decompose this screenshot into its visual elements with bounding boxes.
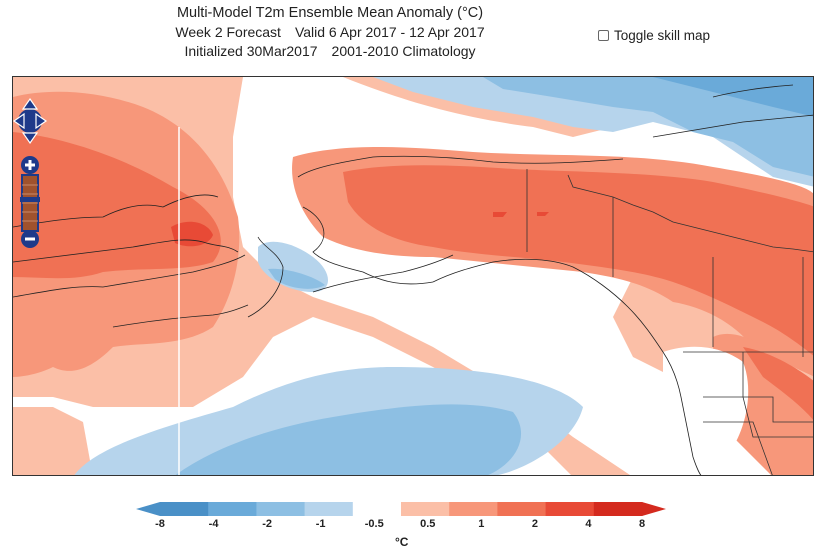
legend-cells bbox=[160, 502, 643, 516]
anomaly-field-warm-siberia-core bbox=[13, 132, 221, 279]
coastline-siberia-south bbox=[13, 254, 246, 298]
coastline-arctic-archipelago bbox=[652, 114, 813, 138]
legend-tick-label: 1 bbox=[478, 518, 485, 530]
legend-cell bbox=[304, 502, 354, 516]
coastline-siberia-mid bbox=[13, 239, 239, 263]
color-legend-bar bbox=[136, 502, 666, 516]
anomaly-field-warm-alaska-core bbox=[343, 165, 813, 356]
border-us-states-north bbox=[742, 352, 813, 423]
zoom-slider-handle[interactable] bbox=[20, 197, 40, 202]
anomaly-field-warm-west-us-core bbox=[743, 347, 813, 420]
pan-right-icon[interactable] bbox=[35, 112, 48, 130]
legend-tick-label: -1 bbox=[315, 518, 326, 530]
map-navigation-svg bbox=[12, 97, 48, 248]
map-subtitle-init: Initialized 30Mar2017 2001-2010 Climatolo… bbox=[120, 42, 540, 61]
border-california-nevada bbox=[703, 421, 773, 475]
legend-tick-label: 0.5 bbox=[420, 518, 436, 530]
anomaly-map-canvas bbox=[13, 77, 813, 475]
legend-cell bbox=[160, 502, 209, 516]
coastline-siberia-north bbox=[13, 194, 219, 228]
pan-arrows-icon[interactable] bbox=[12, 97, 48, 145]
plus-icon[interactable] bbox=[21, 156, 39, 174]
pan-up-icon[interactable] bbox=[21, 97, 39, 110]
legend-cell bbox=[545, 502, 595, 516]
pan-down-icon[interactable] bbox=[21, 132, 39, 145]
toggle-skill-map-checkbox[interactable] bbox=[598, 30, 609, 41]
coastline-aleutians bbox=[312, 254, 454, 293]
legend-tick-label: -2 bbox=[262, 518, 272, 530]
legend-cell bbox=[449, 502, 498, 516]
border-territories bbox=[567, 174, 813, 253]
legend-arrow-cold bbox=[136, 502, 160, 516]
political-borders bbox=[526, 169, 813, 475]
legend-tick-label: 2 bbox=[531, 518, 538, 530]
legend-cell bbox=[497, 502, 547, 516]
toggle-skill-map-label[interactable]: Toggle skill map bbox=[614, 28, 711, 43]
climatology-label: 2001-2010 Climatology bbox=[331, 43, 476, 59]
map-title: Multi-Model T2m Ensemble Mean Anomaly (°… bbox=[176, 5, 484, 21]
legend-cell bbox=[593, 502, 643, 516]
legend-unit: °C bbox=[395, 535, 409, 549]
anomaly-field-cold-north-core bbox=[483, 77, 813, 177]
coastline-arctic-islands bbox=[712, 84, 794, 98]
legend-cell bbox=[208, 502, 257, 516]
minus-icon[interactable] bbox=[21, 230, 39, 248]
forecast-label: Week 2 Forecast bbox=[175, 24, 281, 40]
pan-left-icon[interactable] bbox=[12, 112, 25, 130]
coastline-kamchatka bbox=[112, 304, 249, 328]
anomaly-field-hot-patch-1 bbox=[493, 212, 507, 217]
valid-range: Valid 6 Apr 2017 - 12 Apr 2017 bbox=[294, 24, 485, 40]
coastline-west-alaska bbox=[302, 206, 434, 285]
anomaly-map[interactable] bbox=[12, 76, 814, 476]
coastline-west-us bbox=[662, 351, 702, 475]
toggle-skill-map[interactable]: Toggle skill map bbox=[598, 28, 710, 43]
coastline-arctic-alaska bbox=[297, 155, 624, 178]
legend-tick-label: -4 bbox=[208, 518, 219, 530]
initialized-date: Initialized 30Mar2017 bbox=[184, 43, 318, 59]
anomaly-field-hot-patch-2 bbox=[537, 212, 549, 216]
legend-cell bbox=[256, 502, 306, 516]
coastline-chukotka bbox=[247, 236, 284, 318]
legend-tick-label: -0.5 bbox=[364, 518, 384, 530]
color-legend bbox=[136, 502, 666, 516]
coastlines bbox=[13, 84, 813, 475]
legend-arrow-warm bbox=[642, 502, 666, 516]
legend-cell bbox=[352, 502, 402, 516]
anomaly-field-cold-south-core bbox=[175, 404, 522, 475]
coastline-gulf-alaska bbox=[432, 258, 664, 353]
border-oregon-idaho bbox=[703, 396, 773, 438]
anomaly-field-warm-sw bbox=[13, 407, 93, 475]
zoom-slider[interactable] bbox=[20, 174, 40, 232]
map-navigation bbox=[12, 97, 48, 249]
legend-tick-label: -8 bbox=[155, 518, 165, 530]
map-subtitle-valid: Week 2 Forecast Valid 6 Apr 2017 - 12 Apr… bbox=[120, 23, 540, 42]
anomaly-field-neutral-pnw bbox=[663, 346, 749, 475]
legend-cell bbox=[401, 502, 450, 516]
legend-tick-label: 4 bbox=[585, 518, 592, 530]
legend-ticks: -8 -4 -2 -1 -0.5 0.5 1 2 4 8 bbox=[0, 518, 826, 534]
legend-tick-label: 8 bbox=[638, 518, 646, 530]
map-title-block: Multi-Model T2m Ensemble Mean Anomaly (°… bbox=[120, 4, 540, 61]
